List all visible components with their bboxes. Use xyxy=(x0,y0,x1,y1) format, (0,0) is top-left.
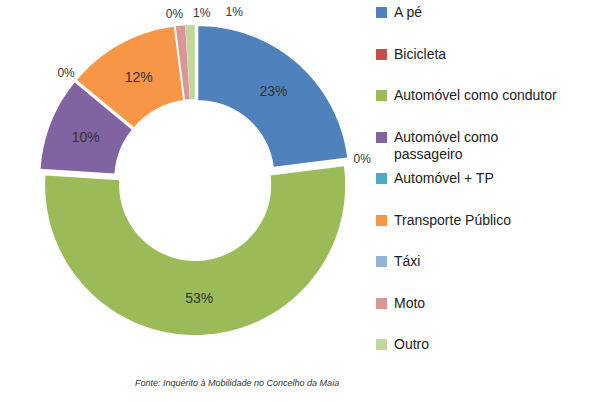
svg-text:53%: 53% xyxy=(185,290,213,306)
svg-text:0%: 0% xyxy=(354,152,372,166)
html-text:Fonte: Inquérito à Mobilidade: Fonte: Inquérito à Mobilidade no Concelh… xyxy=(135,378,340,388)
html-text:Táxi: Táxi xyxy=(394,253,421,269)
svg-text:12%: 12% xyxy=(125,69,153,85)
svg-text:1%: 1% xyxy=(226,5,244,19)
html-text:Automóvel como condutor: Automóvel como condutor xyxy=(394,87,557,103)
html-text:Moto: Moto xyxy=(394,294,426,311)
html-text:A pé: A pé xyxy=(394,4,422,20)
svg-text:0%: 0% xyxy=(166,7,184,21)
html-text:Automóvel + TP: Automóvel + TP xyxy=(394,170,494,186)
html-text:Transporte Público: Transporte Público xyxy=(394,211,511,228)
html-text:Bicicleta: Bicicleta xyxy=(394,45,447,62)
svg-text:1%: 1% xyxy=(193,6,211,20)
svg-text:0%: 0% xyxy=(57,66,75,80)
html-text:Automóvel como passageiro: Automóvel como passageiro xyxy=(394,128,499,162)
html-text:Outro: Outro xyxy=(394,336,429,352)
svg-text:10%: 10% xyxy=(72,129,100,145)
svg-text:23%: 23% xyxy=(260,83,288,99)
